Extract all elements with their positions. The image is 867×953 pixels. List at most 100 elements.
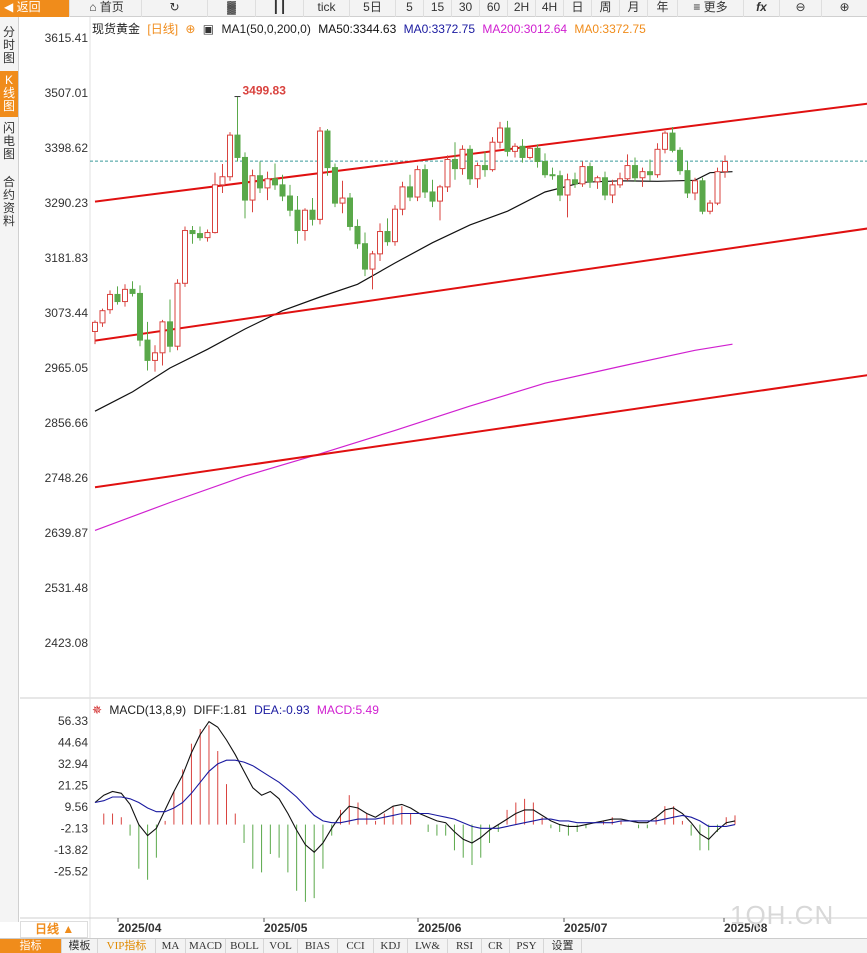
ma0-label-b: MA0:3372.75 [574,22,646,36]
price-tick-label: 2423.08 [45,636,89,650]
candle-down [129,288,136,294]
candle-down [294,209,301,232]
macd-tick-label: -2.13 [61,821,89,835]
candle-up [227,134,233,178]
ma-settings-icon[interactable]: ▣ [202,22,215,36]
candle-up [122,288,128,303]
indicator-chart-button[interactable]: ▓ [208,0,256,17]
home-button[interactable]: ⌂ 首页 [72,0,142,17]
sidebar-item-timeshare[interactable]: 分时图 [2,25,15,65]
candle-up [249,175,256,201]
sidebar-item-flash-chart[interactable]: 闪电图 [2,121,15,161]
trend-line [94,227,867,342]
candle-up [339,197,346,204]
period-week-button[interactable]: 周 [592,0,620,17]
tab-psy[interactable]: PSY [510,939,544,953]
price-tick-label: 3073.44 [45,306,89,320]
candle-down [114,293,121,303]
candle-down [189,230,196,235]
tab-ma[interactable]: MA [156,939,186,953]
more-button[interactable]: ≡ 更多 [678,0,744,17]
candle-up [392,208,398,243]
trend-line [94,102,867,203]
period-2h-button[interactable]: 2H [508,0,536,17]
back-arrow-icon: ◀ [4,0,14,14]
candle-down [504,127,511,152]
candle-down [422,169,428,193]
zoom-out-button[interactable]: ⊖ [780,0,822,17]
candle-down [587,166,593,183]
refresh-button[interactable]: ↻ [142,0,208,17]
period-30m-button[interactable]: 30 [452,0,480,17]
candle-up [414,169,421,198]
zoom-in-button[interactable]: ⊕ [822,0,867,17]
period-selector[interactable]: 日线 ▲ [20,921,88,938]
high-price-label: 3499.83 [243,84,287,98]
candle-down [699,180,706,212]
candle-type-button[interactable]: ┃┃ [256,0,304,17]
time-tick-label: 2025/08 [724,921,768,935]
time-tick-label: 2025/05 [264,921,308,935]
tab-kdj[interactable]: KDJ [374,939,408,953]
candle-down [144,339,151,361]
price-tick-label: 2639.87 [45,526,89,540]
candle-up [317,130,323,220]
candle-down [542,161,548,176]
candle-up [444,158,451,188]
candle-down [534,147,541,163]
macd-dea-label: DEA:-0.93 [254,703,310,717]
tab-lw[interactable]: LW& [408,939,448,953]
sidebar-item-kline[interactable]: K线图 [0,71,18,117]
period-month-button[interactable]: 月 [620,0,648,17]
trend-line [94,374,867,489]
period-5m-button[interactable]: 5 [396,0,424,17]
period-60m-button[interactable]: 60 [480,0,508,17]
time-tick-label: 2025/06 [418,921,462,935]
macd-settings-icon[interactable]: ✵ [92,703,103,717]
tab-bias[interactable]: BIAS [298,939,338,953]
period-day-button[interactable]: 日 [564,0,592,17]
period-15m-button[interactable]: 15 [424,0,452,17]
candle-down [324,130,331,169]
ma200-line [94,343,733,531]
period-5d-button[interactable]: 5日 [350,0,396,17]
candle-down [384,231,391,243]
tab-template[interactable]: 模板 [62,939,98,953]
tab-vip-indicators[interactable]: VIP指标 [98,939,156,953]
candle-up [579,166,586,185]
menu-icon: ≡ [693,0,701,14]
candle-up [92,321,98,332]
tab-rsi[interactable]: RSI [448,939,482,953]
macd-value-label: MACD:5.49 [316,703,379,717]
macd-diff-label: DIFF:1.81 [193,703,247,717]
macd-tick-label: -13.82 [54,843,88,857]
candle-up [639,171,646,179]
period-year-button[interactable]: 年 [648,0,678,17]
tab-indicators[interactable]: 指标 [0,939,62,953]
tab-settings[interactable]: 设置 [544,939,582,953]
candle-down [647,171,653,176]
sidebar-item-contract-info[interactable]: 合约资料 [2,175,15,228]
time-tick-label: 2025/07 [564,921,608,935]
tab-vol[interactable]: VOL [264,939,298,953]
candle-down [242,156,248,201]
period-4h-button[interactable]: 4H [536,0,564,17]
home-icon: ⌂ [89,0,97,14]
tick-button[interactable]: tick [304,0,350,17]
candle-up [182,230,188,284]
tab-macd[interactable]: MACD [186,939,226,953]
candle-up [594,177,601,183]
formula-button[interactable]: fx [744,0,780,17]
candle-up [564,179,571,196]
tab-cci[interactable]: CCI [338,939,374,953]
candle-up [219,176,226,186]
tab-boll[interactable]: BOLL [226,939,264,953]
candle-up [722,161,728,173]
back-button[interactable]: ◀ 返回 [0,0,70,17]
add-indicator-icon[interactable]: ⊕ [185,22,196,36]
instrument-name: 现货黄金 [92,22,141,36]
candle-down [549,174,556,177]
candle-up [152,352,158,361]
tab-cr[interactable]: CR [482,939,510,953]
